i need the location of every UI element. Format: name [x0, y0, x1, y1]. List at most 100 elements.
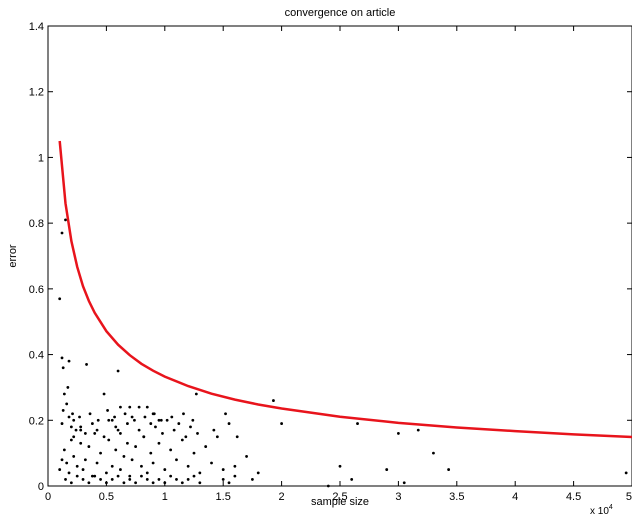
data-point — [71, 412, 74, 416]
data-point — [256, 471, 260, 475]
data-point — [114, 448, 118, 452]
data-point — [233, 464, 237, 468]
data-point — [105, 481, 108, 485]
data-point — [128, 474, 132, 478]
data-point — [83, 432, 87, 435]
data-point — [189, 425, 192, 429]
data-point — [163, 468, 167, 471]
data-point — [221, 478, 225, 481]
data-point — [134, 481, 138, 485]
data-point — [137, 405, 141, 409]
data-point — [61, 366, 65, 370]
x-tick-label: 1 — [162, 491, 168, 503]
data-point — [64, 478, 67, 481]
plot-frame — [47, 25, 632, 487]
data-point — [245, 455, 248, 458]
data-point — [95, 428, 99, 432]
data-point — [75, 464, 79, 468]
data-point — [81, 468, 85, 471]
data-point — [192, 451, 196, 455]
data-point — [142, 435, 146, 439]
data-point — [67, 359, 71, 363]
x-tick-label: 2.5 — [332, 491, 347, 503]
data-point — [157, 418, 161, 422]
data-point — [326, 484, 330, 488]
data-point — [154, 425, 157, 429]
data-point — [159, 418, 163, 422]
data-point — [140, 464, 143, 468]
data-point — [145, 471, 149, 475]
y-tick-label: 0.4 — [29, 350, 44, 362]
data-point — [145, 405, 149, 409]
data-point — [204, 445, 208, 448]
data-point — [66, 386, 70, 389]
data-point — [58, 468, 62, 471]
data-point — [93, 474, 97, 478]
data-point — [447, 468, 451, 471]
axis-ticks: 0 0.5 1 1.5 2 2.5 3 3.5 4 4.5 5 0 0.2 0.4 0.6 0.8 1 1.2 1.… — [29, 21, 632, 503]
data-point — [356, 422, 359, 425]
data-point — [170, 415, 174, 419]
y-tick-label: 0 — [38, 481, 44, 493]
x-tick-label: 0 — [45, 491, 51, 503]
data-point — [198, 481, 202, 485]
data-point — [338, 464, 342, 468]
data-point — [119, 468, 122, 471]
data-point — [81, 478, 85, 481]
data-point — [102, 392, 106, 396]
data-point — [60, 422, 64, 425]
data-point — [107, 418, 111, 422]
data-point — [280, 422, 283, 425]
x-tick-label: 4 — [512, 491, 518, 503]
data-point — [61, 409, 65, 412]
data-point — [149, 422, 153, 425]
data-point — [105, 471, 108, 475]
data-point — [149, 451, 153, 455]
data-point — [122, 455, 126, 458]
data-point — [161, 432, 164, 435]
data-point — [385, 468, 389, 471]
data-point — [110, 478, 114, 481]
data-point — [212, 428, 216, 432]
data-point — [227, 422, 231, 425]
data-point — [194, 392, 198, 396]
data-point — [60, 356, 64, 360]
data-point — [78, 415, 81, 419]
x-tick-label: 1.5 — [216, 491, 231, 503]
data-point — [99, 451, 102, 455]
data-point — [350, 478, 354, 481]
data-point — [69, 438, 73, 442]
data-point — [79, 441, 83, 445]
data-point — [402, 481, 406, 485]
data-point — [119, 405, 122, 409]
data-point — [180, 481, 184, 485]
data-point — [122, 481, 126, 485]
x-axis-multiplier: x 104 — [590, 504, 613, 517]
data-point — [624, 471, 628, 475]
data-point — [75, 474, 79, 478]
data-point — [215, 435, 219, 439]
data-point — [169, 474, 173, 478]
data-point — [119, 432, 122, 435]
data-point — [58, 297, 62, 301]
data-point — [126, 422, 129, 425]
data-point — [85, 363, 88, 366]
data-point — [143, 415, 147, 419]
data-point — [157, 441, 161, 445]
data-point — [192, 474, 196, 478]
data-point — [62, 392, 66, 396]
data-point — [114, 425, 118, 429]
x-tick-label: 0.5 — [99, 491, 114, 503]
data-point — [180, 438, 184, 442]
data-point — [60, 231, 64, 235]
data-point — [191, 418, 195, 422]
data-point — [157, 478, 161, 481]
data-point — [72, 435, 76, 439]
scatter-points — [58, 218, 628, 488]
data-point — [184, 435, 188, 439]
data-point — [110, 464, 114, 468]
y-tick-label: 1.2 — [29, 87, 44, 99]
data-point — [107, 438, 111, 442]
data-point — [163, 481, 167, 485]
data-point — [64, 218, 67, 222]
